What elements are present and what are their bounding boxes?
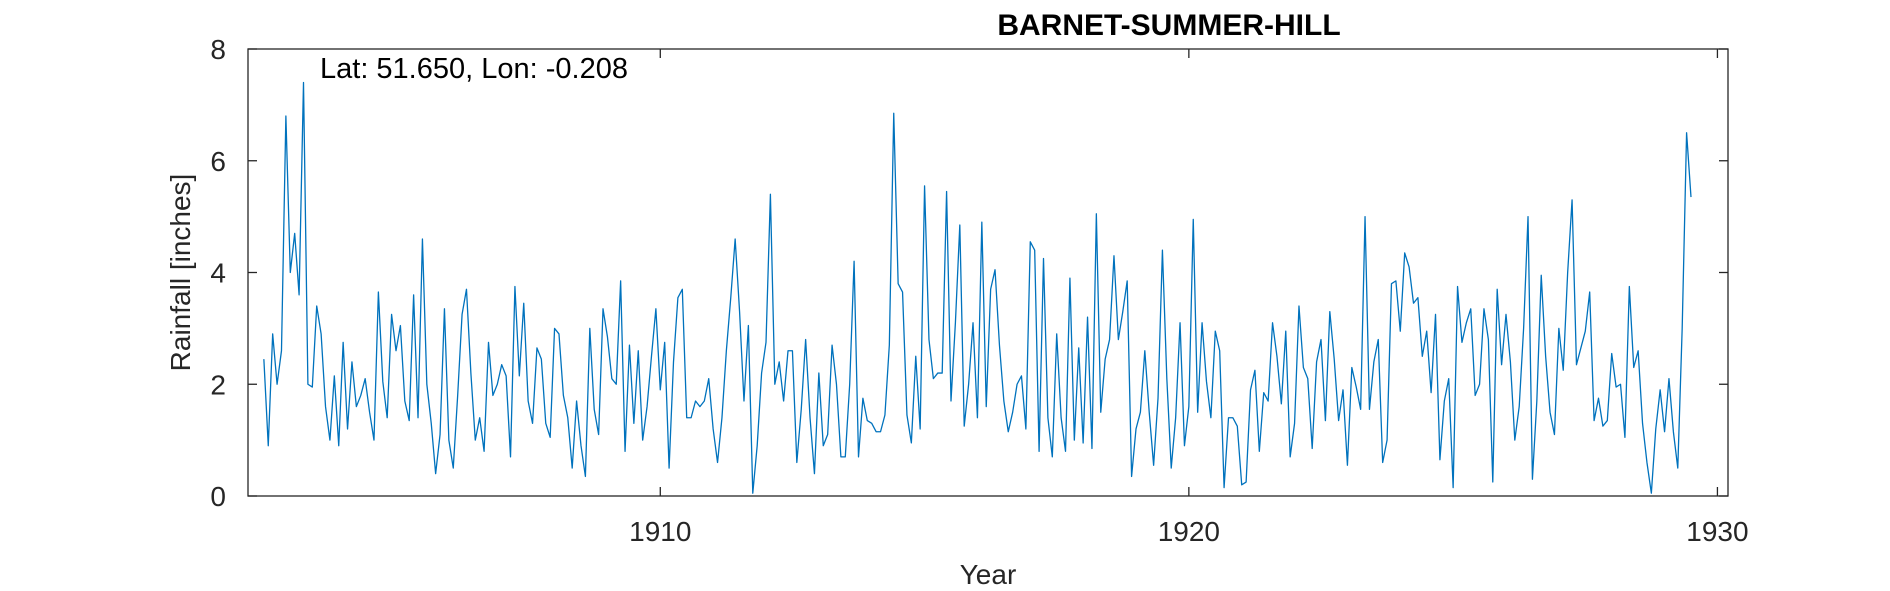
text-layer: BARNET-SUMMER-HILL Lat: 51.650, Lon: -0.… (165, 9, 1341, 590)
location-annotation: Lat: 51.650, Lon: -0.208 (320, 53, 628, 85)
x-tick-label: 1920 (1158, 516, 1220, 547)
y-tick-label: 6 (210, 146, 226, 177)
x-tick-label: 1910 (629, 516, 691, 547)
chart-title: BARNET-SUMMER-HILL (997, 9, 1340, 42)
axes: 1910 1920 1930 0 2 4 6 8 (210, 34, 1748, 547)
x-axis-label: Year (960, 559, 1017, 590)
y-tick-label: 0 (210, 481, 226, 512)
x-tick-label: 1930 (1686, 516, 1748, 547)
data-layer (263, 81, 1692, 494)
rainfall-series-line (263, 81, 1692, 494)
plot-box (247, 48, 1729, 497)
y-tick-label: 2 (210, 369, 226, 400)
y-tick-label: 8 (210, 34, 226, 65)
y-axis-label: Rainfall [inches] (165, 174, 196, 372)
y-tick-label: 4 (210, 258, 226, 289)
